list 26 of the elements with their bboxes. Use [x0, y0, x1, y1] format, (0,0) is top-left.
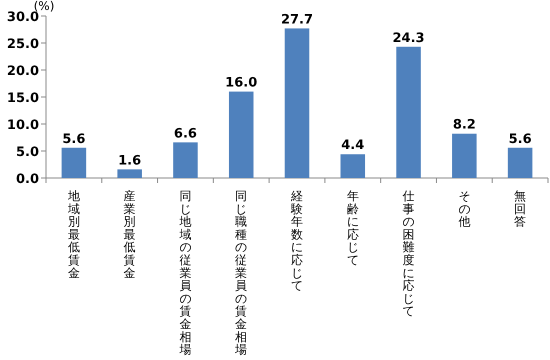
data-label: 27.7: [280, 12, 314, 28]
data-label: 5.6: [508, 132, 532, 147]
data-label: 1.6: [118, 153, 142, 168]
y-tick-label: 0.0: [16, 172, 39, 187]
x-tick-label: 年齢に応じて: [346, 189, 359, 267]
x-tick-label: 経験年数に応じて: [291, 189, 303, 293]
x-tick-label: 地域別最低賃金: [68, 189, 80, 280]
data-label: 4.4: [341, 138, 364, 154]
data-label: 5.6: [62, 132, 86, 147]
x-tick-label: 産業別最低賃金: [124, 189, 136, 280]
x-tick-label: 同じ地域の従業員の賃金相場: [179, 189, 192, 357]
y-axis-title: (%): [34, 0, 54, 13]
data-label: 8.2: [452, 118, 476, 133]
y-tick-label: 5.0: [16, 145, 39, 160]
x-tick-label: その他: [458, 189, 470, 229]
data-label: 6.6: [174, 126, 197, 142]
y-tick-label: 20.0: [6, 64, 39, 79]
x-tick-label: 同じ職種の従業員の賃金相場: [235, 189, 248, 357]
y-tick-label: 10.0: [6, 118, 39, 133]
x-tick-label: 無回答: [514, 189, 526, 229]
data-label: 16.0: [225, 76, 258, 91]
y-tick-label: 30.0: [6, 10, 39, 25]
y-tick-label: 25.0: [6, 37, 39, 52]
x-tick-label: 仕事の困難度に応じて: [402, 189, 415, 318]
data-label: 24.3: [392, 30, 425, 46]
y-tick-label: 15.0: [6, 91, 39, 106]
